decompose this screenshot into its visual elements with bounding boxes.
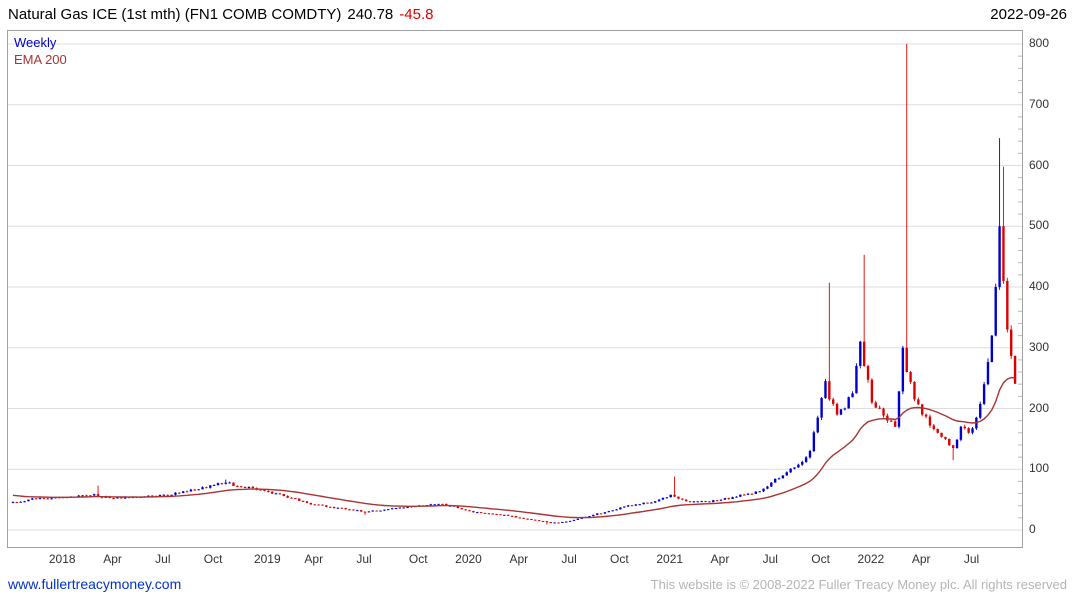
y-tick-label: 0 [1029,522,1036,536]
x-tick-label: Oct [203,552,223,566]
price-change: -45.8 [399,6,434,23]
x-tick-label: Jul [561,552,577,566]
last-price: 240.78 [347,6,394,23]
legend-ema: EMA 200 [14,52,67,67]
x-tick-label: Oct [610,552,629,566]
x-tick-label: 2019 [253,552,281,566]
x-tick-label: Jul [155,552,171,566]
chart-legend: Weekly EMA 200 [14,34,67,68]
y-tick-label: 200 [1029,400,1050,415]
x-tick-label: Apr [911,552,931,566]
x-tick-label: Jul [963,552,980,566]
x-tick-label: Apr [304,552,324,566]
chart-area[interactable]: Weekly EMA 200 [7,30,1023,548]
y-tick-label: 600 [1029,157,1050,172]
price-chart-canvas[interactable] [8,31,1022,547]
y-tick-label: 100 [1029,461,1050,476]
x-tick-label: Apr [710,552,730,566]
x-tick-label: Apr [509,552,529,566]
x-tick-label: 2022 [857,552,885,566]
chart-date: 2022-09-26 [990,6,1067,23]
x-tick-label: 2021 [656,552,684,566]
chart-footer: www.fullertreacymoney.com This website i… [8,576,1067,596]
chart-title: Natural Gas ICE (1st mth) (FN1 COMB COMD… [8,6,342,23]
y-tick-label: 700 [1029,96,1050,111]
y-tick-label: 300 [1029,339,1050,354]
x-tick-label: 2018 [48,552,76,566]
x-tick-label: Apr [103,552,122,566]
legend-weekly: Weekly [14,35,57,50]
x-tick-label: 2020 [455,552,482,566]
y-tick-label: 400 [1029,279,1050,293]
y-tick-label: 500 [1029,218,1050,233]
x-tick-label: Jul [356,552,372,566]
site-link[interactable]: www.fullertreacymoney.com [8,576,182,592]
y-tick-label: 800 [1029,36,1050,50]
x-tick-label: Jul [762,552,778,566]
x-tick-label: Oct [811,552,830,566]
copyright-text: This website is © 2008-2022 Fuller Treac… [650,577,1067,592]
chart-header: Natural Gas ICE (1st mth) (FN1 COMB COMD… [8,6,1067,28]
x-tick-label: Oct [408,552,428,566]
